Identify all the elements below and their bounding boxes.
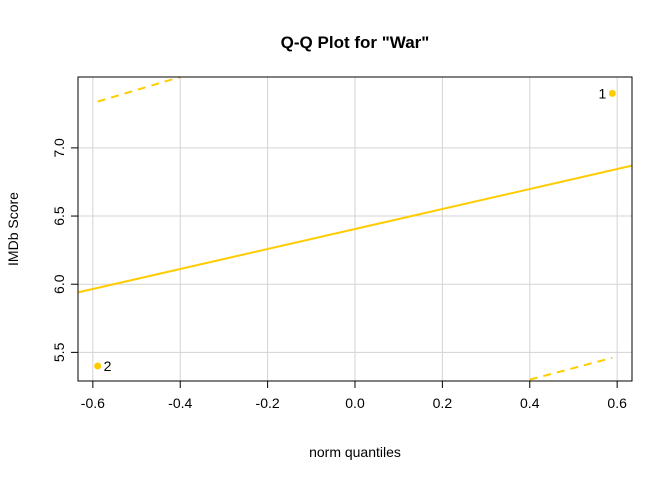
x-tick-label: 0.0 [345,395,365,411]
envelope-lower-line [529,356,613,381]
envelope-upper-line [97,76,181,103]
reference-line-group [77,164,633,294]
point-label: 1 [599,85,607,101]
y-axis: 5.5 6.0 6.5 7.0 [51,138,78,362]
x-tick-label: -0.2 [256,395,280,411]
y-tick-label: 6.0 [51,274,67,294]
chart-title: Q-Q Plot for "War" [281,33,430,52]
x-tick-label: 0.6 [607,395,627,411]
confidence-envelope [97,76,613,381]
y-tick-label: 7.0 [51,138,67,158]
x-axis: -0.6 -0.4 -0.2 0.0 0.2 0.4 0.6 [81,381,627,411]
y-tick-label: 6.5 [51,206,67,226]
data-point [608,89,616,97]
data-point [94,362,102,370]
point-label: 2 [104,358,112,374]
y-tick-label: 5.5 [51,342,67,362]
x-tick-label: -0.4 [168,395,192,411]
grid [78,77,632,381]
x-tick-label: -0.6 [81,395,105,411]
x-axis-label: norm quantiles [309,444,401,460]
data-points: 12 [94,85,616,374]
x-tick-label: 0.2 [433,395,453,411]
x-tick-label: 0.4 [520,395,540,411]
y-axis-label: IMDb Score [5,192,21,266]
reference-line [77,164,633,294]
